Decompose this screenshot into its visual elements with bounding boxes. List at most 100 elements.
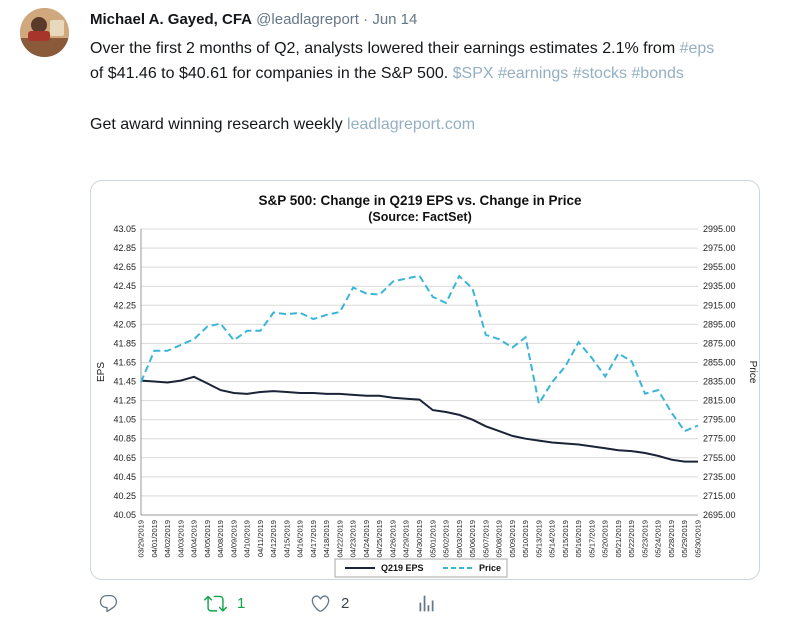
svg-text:04/16/2019: 04/16/2019	[296, 520, 305, 558]
svg-text:04/08/2019: 04/08/2019	[216, 520, 225, 558]
svg-text:04/26/2019: 04/26/2019	[389, 520, 398, 558]
svg-text:04/11/2019: 04/11/2019	[256, 520, 265, 557]
retweet-icon[interactable]	[204, 592, 227, 615]
svg-text:2815.00: 2815.00	[703, 396, 736, 406]
svg-text:42.65: 42.65	[113, 262, 136, 272]
svg-text:41.65: 41.65	[113, 358, 136, 368]
svg-text:Q219 EPS: Q219 EPS	[381, 563, 424, 573]
svg-text:41.05: 41.05	[113, 415, 136, 425]
svg-text:05/28/2019: 05/28/2019	[667, 520, 676, 558]
svg-text:2995.00: 2995.00	[703, 224, 736, 234]
svg-text:04/09/2019: 04/09/2019	[229, 520, 238, 558]
svg-text:04/25/2019: 04/25/2019	[375, 520, 384, 558]
svg-text:42.85: 42.85	[113, 243, 136, 253]
reply-icon[interactable]	[98, 593, 119, 614]
svg-text:40.65: 40.65	[113, 453, 136, 463]
tweet-text-part2: of $41.46 to $40.61 for companies in the…	[90, 65, 453, 82]
svg-text:Price: Price	[479, 563, 501, 573]
svg-text:41.25: 41.25	[113, 396, 136, 406]
author-name[interactable]: Michael A. Gayed, CFA	[90, 11, 252, 28]
svg-text:05/29/2019: 05/29/2019	[680, 520, 689, 558]
svg-text:04/04/2019: 04/04/2019	[190, 520, 199, 558]
tweet-main: Michael A. Gayed, CFA @leadlagreport · J…	[90, 10, 780, 137]
svg-text:04/30/2019: 04/30/2019	[415, 520, 424, 558]
svg-text:05/10/2019: 05/10/2019	[521, 520, 530, 558]
svg-text:05/22/2019: 05/22/2019	[627, 520, 636, 558]
svg-text:05/13/2019: 05/13/2019	[534, 520, 543, 558]
svg-text:04/05/2019: 04/05/2019	[203, 520, 212, 558]
retweet-count: 1	[237, 595, 246, 612]
svg-text:40.45: 40.45	[113, 472, 136, 482]
retweet-button[interactable]: 1	[204, 592, 310, 615]
svg-text:05/30/2019: 05/30/2019	[694, 520, 703, 558]
promo-text: Get award winning research weekly	[90, 116, 348, 133]
svg-text:2755.00: 2755.00	[703, 453, 736, 463]
svg-text:2875.00: 2875.00	[703, 338, 736, 348]
tweet-actions: 1 2	[98, 592, 522, 615]
svg-text:03/29/2019: 03/29/2019	[137, 520, 146, 558]
svg-text:05/14/2019: 05/14/2019	[548, 520, 557, 558]
svg-text:04/17/2019: 04/17/2019	[309, 520, 318, 558]
svg-text:2955.00: 2955.00	[703, 262, 736, 272]
svg-text:42.45: 42.45	[113, 281, 136, 291]
analytics-icon[interactable]	[416, 593, 437, 614]
svg-text:S&P 500: Change in Q219 EPS vs: S&P 500: Change in Q219 EPS vs. Change i…	[258, 193, 582, 208]
svg-text:04/22/2019: 04/22/2019	[335, 520, 344, 558]
hashtags-trailing[interactable]: $SPX #earnings #stocks #bonds	[452, 65, 684, 82]
promo-line: Get award winning research weekly leadla…	[90, 112, 725, 137]
svg-text:2695.00: 2695.00	[703, 510, 736, 520]
hashtag-eps[interactable]: #eps	[679, 40, 715, 57]
svg-text:04/10/2019: 04/10/2019	[243, 520, 252, 558]
svg-text:Price: Price	[747, 361, 758, 384]
svg-text:04/15/2019: 04/15/2019	[282, 520, 291, 558]
svg-text:04/29/2019: 04/29/2019	[402, 520, 411, 558]
svg-text:40.05: 40.05	[113, 510, 136, 520]
svg-text:2735.00: 2735.00	[703, 472, 736, 482]
analytics-button[interactable]	[416, 592, 522, 615]
svg-text:05/15/2019: 05/15/2019	[561, 520, 570, 558]
svg-text:2795.00: 2795.00	[703, 415, 736, 425]
svg-text:05/23/2019: 05/23/2019	[641, 520, 650, 558]
svg-text:2775.00: 2775.00	[703, 434, 736, 444]
svg-text:2915.00: 2915.00	[703, 300, 736, 310]
author-handle[interactable]: @leadlagreport	[256, 11, 359, 28]
svg-text:04/12/2019: 04/12/2019	[269, 520, 278, 558]
tweet-header: Michael A. Gayed, CFA @leadlagreport · J…	[90, 10, 780, 30]
avatar[interactable]	[20, 8, 69, 57]
heart-icon[interactable]	[310, 593, 331, 614]
svg-text:04/03/2019: 04/03/2019	[176, 520, 185, 558]
svg-text:05/09/2019: 05/09/2019	[508, 520, 517, 558]
like-count: 2	[341, 595, 350, 612]
svg-text:05/08/2019: 05/08/2019	[495, 520, 504, 558]
svg-text:42.05: 42.05	[113, 319, 136, 329]
svg-text:40.85: 40.85	[113, 434, 136, 444]
eps-price-chart: S&P 500: Change in Q219 EPS vs. Change i…	[96, 193, 758, 578]
svg-text:42.25: 42.25	[113, 300, 136, 310]
svg-text:04/02/2019: 04/02/2019	[163, 520, 172, 558]
svg-text:2975.00: 2975.00	[703, 243, 736, 253]
svg-text:04/18/2019: 04/18/2019	[322, 520, 331, 558]
tweet-date[interactable]: Jun 14	[372, 11, 418, 28]
svg-text:04/01/2019: 04/01/2019	[150, 520, 159, 558]
svg-text:2835.00: 2835.00	[703, 377, 736, 387]
svg-text:05/01/2019: 05/01/2019	[428, 520, 437, 558]
tweet-text-part1: Over the first 2 months of Q2, analysts …	[90, 40, 680, 57]
svg-text:40.25: 40.25	[113, 491, 136, 501]
svg-text:04/24/2019: 04/24/2019	[362, 520, 371, 558]
svg-text:2895.00: 2895.00	[703, 319, 736, 329]
reply-button[interactable]	[98, 592, 204, 615]
avatar-photo	[20, 8, 69, 57]
svg-text:05/17/2019: 05/17/2019	[587, 520, 596, 558]
svg-text:05/24/2019: 05/24/2019	[654, 520, 663, 558]
tweet-body: Over the first 2 months of Q2, analysts …	[90, 36, 725, 86]
svg-text:04/23/2019: 04/23/2019	[349, 520, 358, 558]
svg-text:05/02/2019: 05/02/2019	[442, 520, 451, 558]
svg-text:05/16/2019: 05/16/2019	[574, 520, 583, 558]
svg-text:05/03/2019: 05/03/2019	[455, 520, 464, 558]
like-button[interactable]: 2	[310, 592, 416, 615]
svg-text:2715.00: 2715.00	[703, 491, 736, 501]
chart-card[interactable]: S&P 500: Change in Q219 EPS vs. Change i…	[90, 180, 760, 580]
promo-link[interactable]: leadlagreport.com	[347, 116, 476, 133]
svg-text:2855.00: 2855.00	[703, 358, 736, 368]
